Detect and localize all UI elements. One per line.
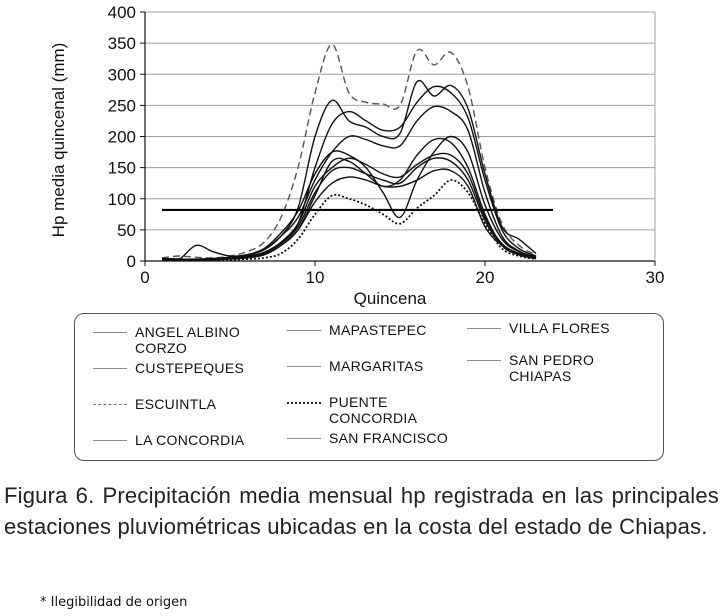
series-line-mapastepec xyxy=(161,79,537,261)
y-tick-label: 150 xyxy=(108,159,136,178)
legend-item-villa-flores: VILLA FLORES xyxy=(467,320,657,336)
gridlines xyxy=(145,11,655,231)
legend-swatch xyxy=(287,402,321,404)
legend-label: SAN FRANCISCO xyxy=(329,430,449,446)
legend-item-custepeques: CUSTEPEQUES xyxy=(93,360,273,376)
precipitation-chart: 0 50 100 150 200 250 300 350 400 0 10 20 30 Quincena… xyxy=(49,3,665,308)
series-line-san-francisco xyxy=(162,152,537,261)
legend-swatch xyxy=(93,332,127,333)
figure-caption: Figura 6. Precipitación media mensual hp… xyxy=(4,483,719,539)
series-line-escuintla xyxy=(161,43,537,259)
legend-label: VILLA FLORES xyxy=(509,320,610,336)
axes xyxy=(140,11,656,266)
x-tick-label: 20 xyxy=(476,268,495,287)
legend-item-angel-albino-corzo: ANGEL ALBINO CORZO xyxy=(93,324,273,356)
series-line-angel-albino-corzo xyxy=(161,168,537,261)
y-tick-label: 350 xyxy=(108,34,136,53)
x-axis-label: Quincena xyxy=(354,289,427,308)
y-tick-label: 0 xyxy=(127,252,136,271)
x-tick-label: 30 xyxy=(646,268,665,287)
legend-swatch xyxy=(93,440,127,441)
legend-swatch xyxy=(287,438,321,439)
legend-item-mapastepec: MAPASTEPEC xyxy=(287,322,467,338)
y-tick-label: 200 xyxy=(108,128,136,147)
legend-item-san-pedro-chiapas: SAN PEDRO CHIAPAS xyxy=(467,352,657,384)
legend-swatch xyxy=(467,360,501,361)
legend-swatch xyxy=(287,366,321,367)
legend-label: MAPASTEPEC xyxy=(329,322,427,338)
legend-label: LA CONCORDIA xyxy=(135,432,245,448)
legend-label: SAN PEDRO CHIAPAS xyxy=(509,352,595,384)
y-axis-label: Hp media quincenal (mm) xyxy=(49,43,68,238)
series-line-san-pedro-chiapas xyxy=(161,105,537,261)
legend: ANGEL ALBINO CORZO MAPASTEPEC VILLA FLOR… xyxy=(74,313,664,461)
x-tick-label: 0 xyxy=(140,268,149,287)
x-tick-label: 10 xyxy=(306,268,325,287)
legend-item-puente-concordia: PUENTE CONCORDIA xyxy=(287,394,467,426)
y-tick-label: 400 xyxy=(108,3,136,22)
series-lines xyxy=(161,43,537,262)
y-tick-label: 100 xyxy=(108,190,136,209)
legend-swatch xyxy=(93,404,127,405)
legend-item-la-concordia: LA CONCORDIA xyxy=(93,432,273,448)
legend-item-margaritas: MARGARITAS xyxy=(287,358,467,374)
legend-label: ANGEL ALBINO CORZO xyxy=(135,324,241,356)
legend-label: ESCUINTLA xyxy=(135,396,217,412)
series-line-villa-flores xyxy=(161,157,537,262)
series-line-margaritas xyxy=(161,135,537,260)
legend-item-san-francisco: SAN FRANCISCO xyxy=(287,430,477,446)
legend-label: MARGARITAS xyxy=(329,358,424,374)
footnote: * Ilegibilidad de origen xyxy=(40,595,188,610)
legend-label: CUSTEPEQUES xyxy=(135,360,245,376)
legend-swatch xyxy=(93,368,127,369)
legend-item-escuintla: ESCUINTLA xyxy=(93,396,273,412)
legend-swatch xyxy=(287,330,321,331)
y-tick-label: 50 xyxy=(117,221,136,240)
series-line-puente-concordia xyxy=(162,179,537,262)
y-tick-label: 300 xyxy=(108,65,136,84)
y-tick-label: 250 xyxy=(108,96,136,115)
tick-labels: 0 50 100 150 200 250 300 350 400 0 10 20 30 xyxy=(108,3,665,287)
legend-swatch xyxy=(467,328,501,329)
legend-label: PUENTE CONCORDIA xyxy=(329,394,418,426)
